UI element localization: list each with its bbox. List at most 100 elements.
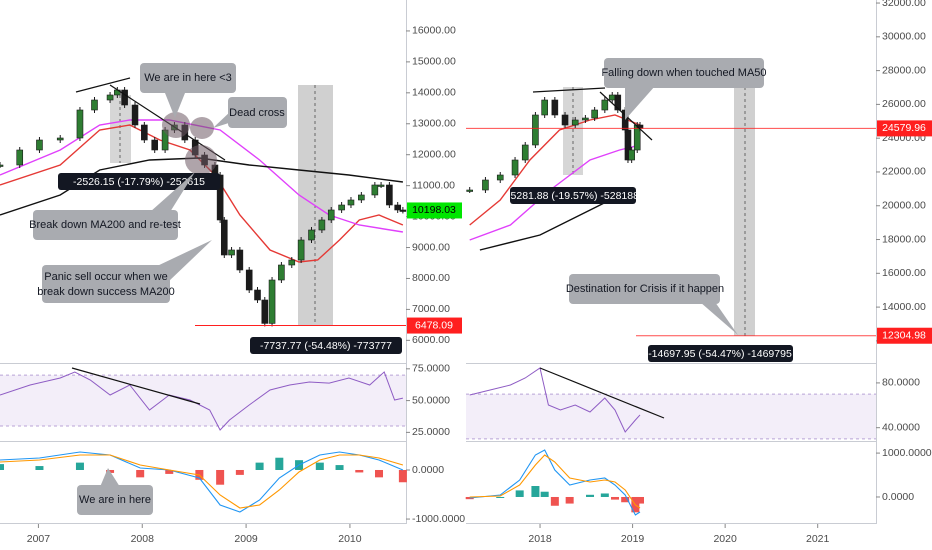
candle (532, 114, 539, 146)
price-labels: 10198.03 6478.09 24579.96 12304.98 (407, 120, 932, 344)
moving-average (0, 124, 404, 263)
candle (308, 229, 315, 241)
candle (106, 94, 114, 101)
macd-histogram-bar (165, 469, 174, 474)
y-tick-label: 16000.00 (882, 267, 926, 279)
candle (608, 94, 616, 101)
x-tick-label: 2007 (27, 533, 51, 545)
y-tick-label: 25.0000 (412, 426, 450, 438)
price-label: 24579.96 (882, 122, 926, 134)
y-tick-label: 7000.00 (412, 303, 450, 315)
rsi-band (0, 375, 406, 427)
y-tick-label: 20000.00 (882, 200, 926, 212)
macd-histogram-bar (235, 469, 244, 475)
candle (141, 124, 148, 141)
highlight-circle (190, 117, 214, 139)
measurement-box (648, 345, 793, 362)
macd-histogram-bar (216, 469, 225, 485)
candle (121, 89, 128, 106)
callout-text: Dead cross (229, 107, 285, 119)
candle (482, 179, 489, 191)
macd-histogram-bar (255, 462, 264, 470)
trend-line (75, 77, 131, 93)
candle (371, 184, 379, 196)
rsi-line (469, 367, 641, 433)
candle (624, 129, 632, 161)
callout-pointer (213, 110, 232, 128)
y-tick-label: 14000.00 (882, 301, 926, 313)
y-tick-label: 26000.00 (882, 98, 926, 110)
candle (511, 159, 519, 176)
x-tick-label: 2010 (338, 533, 362, 545)
callout-pointer (700, 302, 738, 335)
macd-histogram-bar (375, 469, 384, 478)
x-tick-label: 2018 (528, 533, 552, 545)
signal-line (0, 454, 404, 509)
measurement-box (250, 337, 402, 354)
callout-text: We are in here (79, 494, 151, 506)
callout (604, 58, 764, 88)
range-box (734, 87, 755, 336)
candle (151, 139, 159, 151)
macd-histogram-bar (35, 466, 44, 470)
y-tick-label: 11000.00 (412, 179, 455, 191)
candle (571, 119, 579, 126)
candle (297, 239, 305, 261)
highlight-circle (185, 145, 217, 175)
y-tick-label: 1000.0000 (882, 447, 932, 459)
macd-histogram-bar (0, 464, 4, 470)
candle (268, 279, 276, 324)
y-tick-label: 50.0000 (412, 394, 450, 406)
macd-histogram-bar (635, 496, 644, 504)
macd-line (469, 449, 641, 516)
candle (614, 94, 622, 111)
candle (394, 204, 401, 211)
candle (36, 139, 43, 151)
highlight-circle (162, 112, 190, 138)
candle (16, 149, 24, 166)
callout-pointer (625, 86, 655, 120)
trend-line (539, 367, 665, 419)
macd-histogram-bar (335, 465, 344, 470)
x-tick-label: 2020 (713, 533, 737, 545)
callout (569, 274, 720, 304)
macd-histogram-bar (315, 462, 324, 470)
candle (254, 289, 261, 301)
x-tick-label: 2019 (621, 533, 645, 545)
price-label: 12304.98 (882, 330, 926, 342)
trend-line (532, 87, 606, 93)
callout-text: break down success MA200 (37, 286, 175, 298)
candle (496, 174, 504, 181)
x-tick-label: 2021 (806, 533, 830, 545)
callout (140, 63, 236, 93)
callout (42, 265, 170, 303)
drawings (110, 85, 755, 336)
rsi-band (466, 394, 876, 439)
y-tick-label: 16000.00 (412, 25, 456, 37)
candle (347, 199, 355, 206)
callout-text: We are in here <3 (144, 72, 232, 84)
callout-pointer (100, 468, 120, 487)
macd-histogram-bar (275, 457, 284, 470)
candle (220, 219, 228, 256)
candle (278, 264, 285, 281)
callout-text: Break down MA200 and re-test (29, 219, 181, 231)
macd-histogram-bar (465, 496, 474, 500)
candle (386, 184, 393, 206)
macd-histogram-bar (531, 486, 540, 497)
measurement-box (510, 187, 636, 204)
candle (628, 149, 635, 161)
macd-histogram-bar (515, 490, 524, 497)
candle (466, 189, 474, 192)
y-tick-label: 22000.00 (882, 166, 926, 178)
candle (318, 219, 326, 231)
candle (551, 99, 559, 116)
y-tick-label: 8000.00 (412, 272, 450, 284)
y-tick-label: 80.0000 (882, 377, 920, 389)
y-tick-label: 13000.00 (412, 118, 456, 130)
macd-histogram-bar (398, 469, 407, 483)
candle (541, 99, 548, 116)
y-tick-label: 30000.00 (882, 31, 926, 43)
frame (0, 0, 877, 524)
y-tick-label: 75.0000 (412, 363, 450, 375)
